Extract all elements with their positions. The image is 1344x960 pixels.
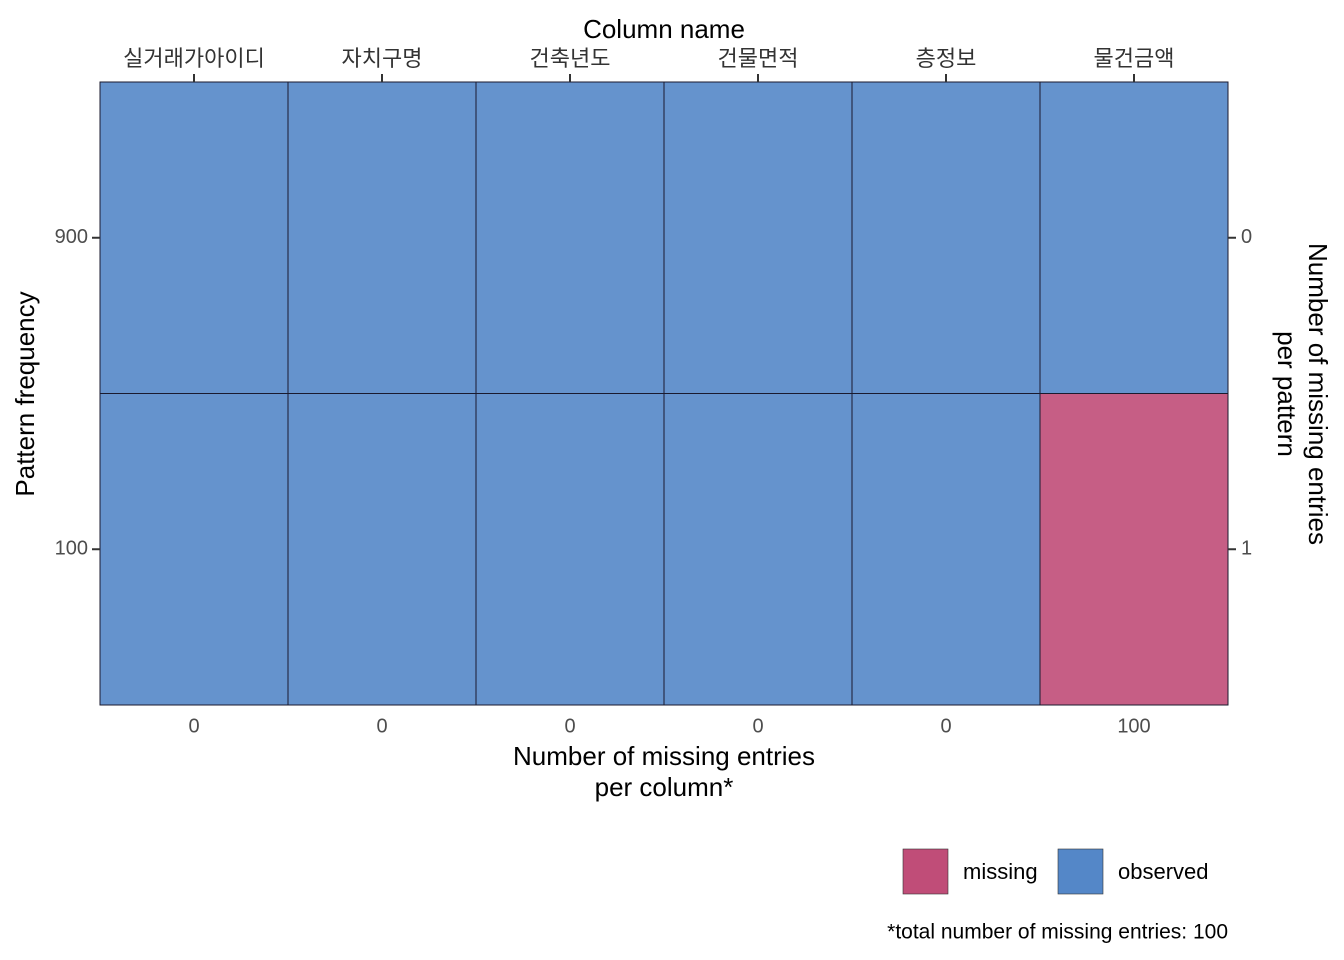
cell [287,81,477,394]
cell [475,393,665,706]
legend-label: missing [963,859,1038,884]
legend-key [902,848,949,895]
cell [1039,393,1229,706]
x-tick-label: 0 [940,715,951,737]
legend-label: observed [1118,859,1209,884]
column-label: 건축년도 [530,46,611,71]
y2-axis-label-group: Number of missing entriesper pattern [1272,243,1333,545]
x-tick-label: 0 [752,715,763,737]
cell [99,393,289,706]
x-tick-label: 0 [188,715,199,737]
x-tick-label: 0 [376,715,387,737]
cell [1039,81,1229,394]
cell [851,393,1041,706]
y2-tick-label: 0 [1241,226,1252,248]
cell [287,393,477,706]
x-tick-label: 0 [564,715,575,737]
x-axis-label: Number of missing entries per column* [513,741,815,802]
y-axis-label: Pattern frequency [10,291,40,496]
chart-title: Column name [583,14,745,44]
x-tick-label: 100 [1117,715,1150,737]
column-label: 실거래가아이디 [123,46,265,71]
column-label: 층정보 [916,46,977,71]
footnote: *total number of missing entries: 100 [887,921,1228,944]
column-label: 건물면적 [718,46,799,71]
column-label: 자치구명 [342,46,423,71]
y-tick-label: 100 [55,538,88,560]
cell [475,81,665,394]
cell [851,81,1041,394]
cell [663,81,853,394]
cell [663,393,853,706]
y2-tick-label: 1 [1241,538,1252,560]
cell [99,81,289,394]
legend-key [1057,848,1104,895]
column-label: 물건금액 [1094,46,1175,71]
y-tick-label: 900 [55,226,88,248]
y2-axis-label: Number of missing entriesper pattern [1272,243,1333,545]
